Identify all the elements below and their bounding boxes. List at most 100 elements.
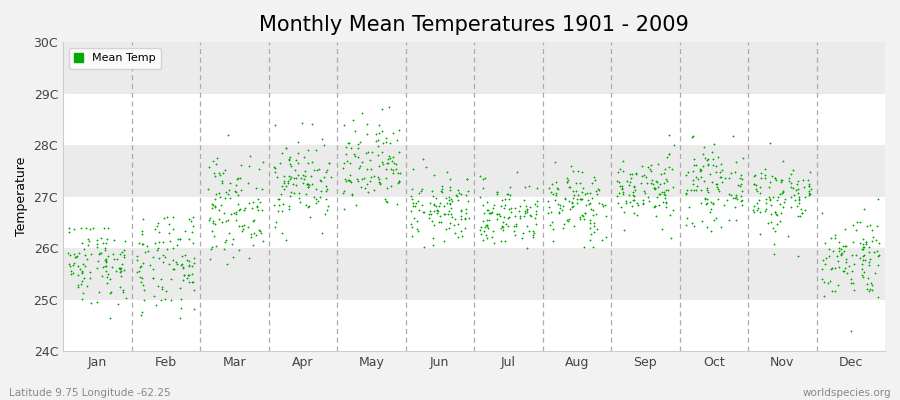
- Point: [93, 250, 107, 256]
- Point: [759, 175, 773, 181]
- Point: [278, 183, 293, 190]
- Point: [517, 197, 531, 203]
- Point: [839, 258, 853, 265]
- Point: [302, 182, 316, 188]
- Point: [757, 166, 771, 172]
- Point: [612, 178, 626, 185]
- Point: [628, 186, 643, 193]
- Point: [475, 184, 490, 191]
- Point: [577, 216, 591, 222]
- Point: [711, 186, 725, 193]
- Point: [861, 244, 876, 250]
- Point: [482, 210, 497, 216]
- Point: [680, 169, 695, 175]
- Point: [186, 240, 201, 246]
- Point: [772, 190, 787, 197]
- Point: [613, 166, 627, 172]
- Point: [223, 195, 238, 202]
- Point: [500, 191, 515, 198]
- Point: [865, 286, 879, 293]
- Point: [374, 106, 389, 112]
- Point: [319, 182, 333, 189]
- Point: [279, 237, 293, 243]
- Point: [152, 255, 166, 262]
- Point: [746, 207, 760, 214]
- Point: [174, 262, 188, 268]
- Point: [662, 163, 676, 170]
- Point: [816, 292, 831, 299]
- Point: [371, 136, 385, 143]
- Point: [492, 211, 507, 217]
- Point: [156, 258, 170, 265]
- Point: [61, 228, 76, 235]
- Point: [480, 234, 494, 241]
- Point: [837, 265, 851, 272]
- Point: [855, 261, 869, 267]
- Point: [392, 178, 407, 185]
- Point: [99, 258, 113, 265]
- Point: [501, 215, 516, 222]
- Point: [502, 184, 517, 190]
- Point: [355, 176, 369, 182]
- Point: [99, 262, 113, 269]
- Point: [753, 189, 768, 196]
- Point: [430, 209, 445, 216]
- Point: [222, 187, 237, 194]
- Point: [299, 202, 313, 208]
- Point: [586, 212, 600, 218]
- Point: [76, 269, 90, 275]
- Point: [795, 210, 809, 216]
- Point: [842, 263, 856, 270]
- Point: [437, 211, 452, 218]
- Point: [498, 196, 512, 202]
- Point: [526, 228, 540, 234]
- Point: [427, 202, 441, 208]
- Point: [790, 212, 805, 219]
- Point: [784, 204, 798, 210]
- Point: [345, 191, 359, 198]
- Point: [852, 218, 867, 225]
- Point: [132, 240, 147, 246]
- Point: [176, 264, 190, 270]
- Point: [484, 209, 499, 216]
- Point: [146, 275, 160, 281]
- Y-axis label: Temperature: Temperature: [15, 157, 28, 236]
- Point: [782, 174, 796, 181]
- Point: [548, 192, 562, 199]
- Point: [587, 219, 601, 226]
- Point: [174, 304, 188, 311]
- Point: [530, 198, 544, 204]
- Point: [427, 222, 441, 228]
- Point: [436, 203, 451, 209]
- Point: [526, 230, 541, 236]
- Point: [454, 207, 468, 213]
- Point: [856, 246, 870, 252]
- Point: [140, 243, 154, 249]
- Point: [155, 286, 169, 292]
- Point: [694, 167, 708, 174]
- Point: [662, 132, 677, 138]
- Point: [449, 192, 464, 198]
- Point: [693, 166, 707, 172]
- Point: [181, 272, 195, 278]
- Point: [164, 276, 178, 282]
- Point: [70, 272, 85, 278]
- Point: [648, 203, 662, 209]
- Point: [523, 212, 537, 218]
- Point: [774, 210, 788, 216]
- Point: [554, 207, 569, 213]
- Point: [186, 279, 201, 285]
- Point: [136, 260, 150, 266]
- Point: [272, 201, 286, 208]
- Point: [292, 195, 306, 202]
- Point: [233, 206, 248, 212]
- Point: [680, 172, 694, 178]
- Point: [846, 222, 860, 228]
- Point: [166, 257, 181, 263]
- Point: [493, 202, 508, 209]
- Point: [359, 150, 374, 156]
- Point: [114, 268, 129, 274]
- Point: [714, 174, 728, 180]
- Point: [719, 197, 733, 203]
- Point: [104, 288, 118, 295]
